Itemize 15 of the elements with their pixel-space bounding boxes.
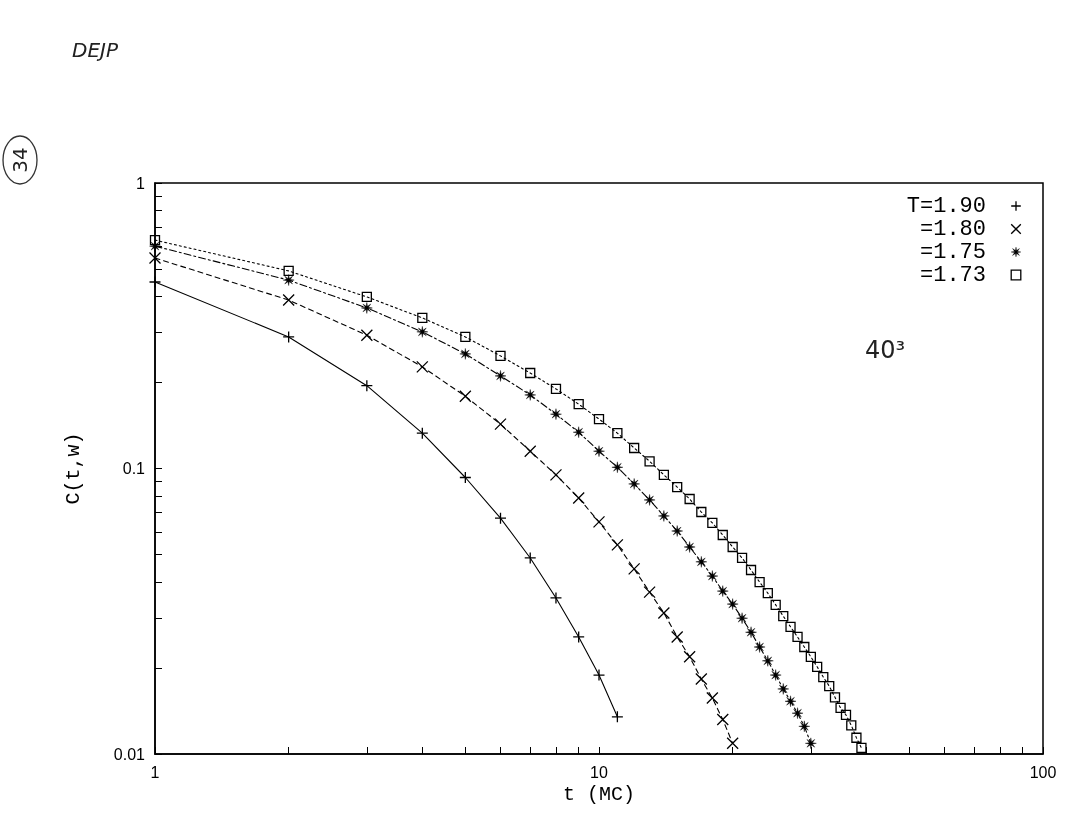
x-axis-title: t (MC) (562, 783, 636, 807)
y-tick-label: 0.1 (122, 460, 146, 477)
text: DEJP (72, 38, 119, 62)
legend-label: =1.80 (919, 216, 986, 242)
legend-label: =1.75 (919, 239, 986, 265)
text: 34 (8, 147, 32, 173)
annotation: 40³ (864, 336, 906, 364)
y-tick-label: 0.01 (113, 745, 146, 763)
legend-label: T=1.90 (906, 193, 986, 219)
y-axis-title: C(t,w) (61, 432, 85, 505)
x-tick-label: 10 (590, 763, 608, 781)
y-tick-label: 1 (136, 174, 146, 192)
x-tick-label: 100 (1029, 763, 1057, 781)
x-tick-label: 1 (150, 763, 160, 781)
legend-label: =1.73 (919, 262, 986, 288)
